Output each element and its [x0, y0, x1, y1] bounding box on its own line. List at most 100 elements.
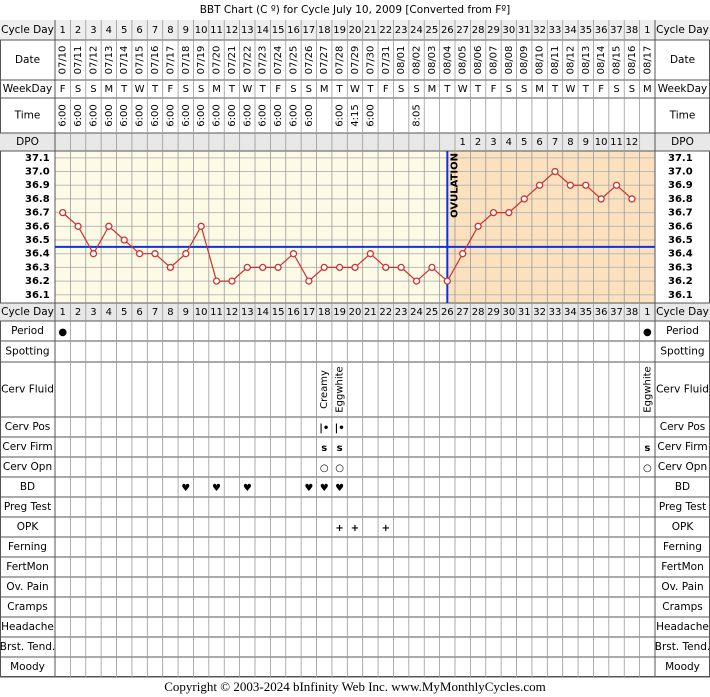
observation: ♥ — [212, 483, 221, 494]
temp-point — [489, 208, 498, 217]
cell-text: 07/15 — [135, 46, 146, 75]
temp-point — [274, 263, 282, 272]
cell-text: 07/27 — [319, 46, 330, 75]
row-label: Spotting — [5, 346, 49, 358]
cell-text: 6:00 — [365, 104, 376, 126]
cell-text: 14 — [256, 307, 269, 318]
cell-text: 15 — [272, 25, 285, 36]
cell-text: 18 — [318, 25, 331, 36]
temp-point — [182, 250, 190, 258]
cell-text: W — [350, 84, 360, 95]
row-label: Cycle Day — [1, 306, 54, 318]
cell-text: 07/12 — [88, 46, 99, 75]
y-tick-label: 36.4 — [668, 249, 693, 260]
cell-text: 33 — [549, 307, 562, 318]
cell-text: 34 — [564, 25, 577, 36]
cell-text: 25 — [426, 25, 439, 36]
cell-text: 6 — [136, 25, 142, 36]
row-label: Time — [669, 110, 696, 122]
row-label: Time — [14, 110, 41, 122]
cell-text: T — [474, 84, 482, 95]
cell-text: 08/11 — [550, 46, 561, 75]
observation: ♥ — [320, 483, 329, 494]
y-tick-label: 37.0 — [25, 167, 50, 178]
cell-text: 1 — [644, 25, 650, 36]
ovulation-label: OVULATION — [449, 153, 460, 218]
cell-text: 3 — [90, 307, 96, 318]
row-label: Preg Test — [4, 501, 51, 513]
observation: ♥ — [243, 483, 252, 494]
cell-text: 6:00 — [119, 104, 130, 126]
cell-text: 08/12 — [565, 46, 576, 75]
cell-text: 28 — [472, 25, 485, 36]
cell-text: 07/19 — [196, 46, 207, 75]
cell-text: 6:00 — [165, 104, 176, 126]
cell-text: S — [398, 84, 404, 95]
cell-text: 11 — [210, 307, 223, 318]
cell-text: 9 — [183, 307, 189, 318]
cell-text: 20 — [349, 307, 362, 318]
row-label: Period — [666, 325, 699, 337]
cell-text: 6:00 — [58, 104, 69, 126]
cell-text: 8 — [167, 25, 173, 36]
cell-text: 21 — [364, 25, 377, 36]
row-label: Preg Test — [659, 501, 706, 513]
temp-point — [382, 263, 390, 272]
cell-text: 30 — [502, 307, 515, 318]
row-label: Headache — [1, 621, 54, 633]
cell-text: 5 — [121, 307, 127, 318]
cell-text: S — [306, 84, 312, 95]
cell-text: 1 — [60, 307, 66, 318]
observation: ♥ — [335, 483, 344, 494]
cell-text: 08/07 — [488, 46, 499, 75]
cell-text: 38 — [626, 25, 639, 36]
y-tick-label: 36.5 — [668, 235, 693, 246]
cell-text: F — [60, 84, 66, 95]
cell-text: S — [290, 84, 296, 95]
cell-text: 1 — [644, 307, 650, 318]
cell-text: S — [75, 84, 81, 95]
cell-text: 31 — [518, 307, 531, 318]
cell-text: F — [168, 84, 174, 95]
cell-text: 08/02 — [412, 46, 423, 75]
observation: ● — [58, 327, 67, 338]
row-label: Spotting — [660, 346, 704, 358]
cell-text: F — [383, 84, 389, 95]
y-tick-label: 36.2 — [668, 276, 693, 287]
temp-point — [366, 250, 375, 258]
cell-text: 6:00 — [135, 104, 146, 126]
cell-text: 29 — [487, 307, 500, 318]
cell-text: 32 — [533, 307, 546, 318]
observation: + — [335, 523, 343, 534]
row-label: Brst. Tend. — [655, 641, 710, 653]
cell-text: W — [135, 84, 145, 95]
cell-text: 08/14 — [596, 46, 607, 75]
temp-point — [89, 250, 98, 258]
cell-text: 38 — [626, 307, 639, 318]
y-tick-label: 36.2 — [25, 276, 50, 287]
y-tick-label: 36.3 — [668, 262, 693, 273]
row-label: Ov. Pain — [6, 581, 48, 593]
cell-text: 33 — [549, 25, 562, 36]
cell-text: 1 — [460, 137, 466, 148]
cell-text: 9 — [583, 137, 589, 148]
cell-text: 21 — [364, 307, 377, 318]
y-tick-label: 36.6 — [25, 221, 50, 232]
cell-text: 08/15 — [612, 46, 623, 75]
row-label: FertMon — [6, 561, 49, 573]
cell-text: 7 — [552, 137, 558, 148]
cell-text: S — [629, 84, 635, 95]
y-tick-label: 36.7 — [668, 208, 693, 219]
cell-text: 17 — [302, 25, 315, 36]
cell-text: 6:00 — [104, 104, 115, 126]
temp-point — [474, 222, 482, 230]
cell-text: 36 — [595, 25, 608, 36]
cell-text: M — [428, 84, 437, 95]
cell-text: 08/01 — [396, 46, 407, 75]
row-label: Period — [11, 325, 44, 337]
cell-text: S — [521, 84, 527, 95]
cell-text: 13 — [241, 307, 254, 318]
temp-point — [74, 222, 82, 230]
cell-text: 2 — [75, 25, 81, 36]
cell-text: 3 — [90, 25, 96, 36]
